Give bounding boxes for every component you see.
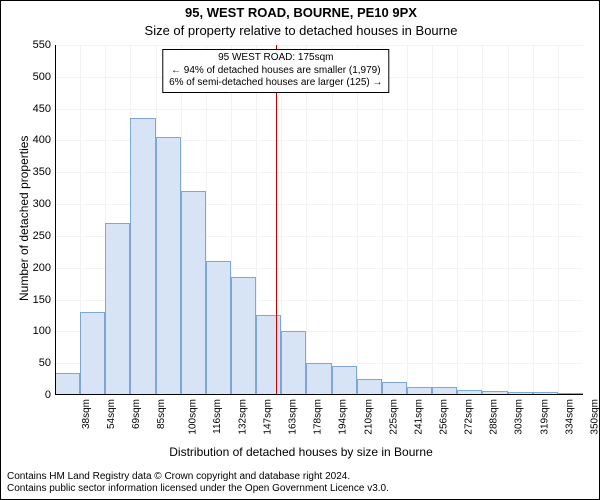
x-tick-label: 210sqm bbox=[363, 399, 374, 435]
x-tick-label: 178sqm bbox=[313, 399, 324, 435]
histogram-bar bbox=[407, 387, 432, 395]
histogram-bar bbox=[231, 277, 256, 395]
x-gridline bbox=[533, 45, 534, 395]
x-tick-label: 147sqm bbox=[263, 399, 274, 435]
histogram-bar bbox=[206, 261, 231, 395]
histogram-bar bbox=[382, 382, 407, 395]
reference-line bbox=[276, 45, 277, 395]
y-tick-label: 0 bbox=[23, 389, 51, 401]
y-tick-label: 550 bbox=[23, 39, 51, 51]
histogram-bar bbox=[256, 315, 281, 395]
footer-attribution: Contains HM Land Registry data © Crown c… bbox=[7, 471, 389, 495]
x-gridline bbox=[482, 45, 483, 395]
x-tick-label: 163sqm bbox=[288, 399, 299, 435]
x-tick-label: 272sqm bbox=[464, 399, 475, 435]
x-tick-label: 132sqm bbox=[237, 399, 248, 435]
x-tick-label: 69sqm bbox=[131, 399, 142, 429]
histogram-bar bbox=[357, 379, 382, 395]
x-gridline bbox=[382, 45, 383, 395]
chart-title-line2: Size of property relative to detached ho… bbox=[1, 23, 600, 38]
y-tick-label: 200 bbox=[23, 262, 51, 274]
y-tick-label: 450 bbox=[23, 103, 51, 115]
y-tick-label: 400 bbox=[23, 134, 51, 146]
histogram-bar bbox=[508, 392, 533, 395]
x-tick-label: 100sqm bbox=[187, 399, 198, 435]
histogram-bar bbox=[306, 363, 331, 395]
y-gridline bbox=[55, 109, 583, 110]
x-tick-label: 334sqm bbox=[564, 399, 575, 435]
y-tick-label: 250 bbox=[23, 230, 51, 242]
annotation-line1: 95 WEST ROAD: 175sqm bbox=[169, 52, 382, 65]
x-tick-label: 319sqm bbox=[539, 399, 550, 435]
y-tick-label: 500 bbox=[23, 71, 51, 83]
x-tick-label: 38sqm bbox=[81, 399, 92, 429]
x-tick-label: 256sqm bbox=[439, 399, 450, 435]
histogram-bar bbox=[130, 118, 155, 395]
x-gridline bbox=[332, 45, 333, 395]
x-axis-label: Distribution of detached houses by size … bbox=[1, 445, 600, 459]
y-tick-label: 150 bbox=[23, 294, 51, 306]
histogram-bar bbox=[482, 391, 507, 395]
histogram-bar bbox=[558, 393, 583, 395]
annotation-line3: 6% of semi-detached houses are larger (1… bbox=[169, 77, 382, 90]
x-tick-label: 241sqm bbox=[413, 399, 424, 435]
x-tick-label: 288sqm bbox=[489, 399, 500, 435]
x-tick-label: 350sqm bbox=[589, 399, 600, 435]
x-tick-label: 194sqm bbox=[338, 399, 349, 435]
histogram-bar bbox=[281, 331, 306, 395]
histogram-bar bbox=[105, 223, 130, 395]
histogram-bar bbox=[533, 392, 558, 395]
x-gridline bbox=[432, 45, 433, 395]
histogram-bar bbox=[332, 366, 357, 395]
x-gridline bbox=[407, 45, 408, 395]
x-tick-label: 225sqm bbox=[388, 399, 399, 435]
y-gridline bbox=[55, 45, 583, 46]
footer-line1: Contains HM Land Registry data © Crown c… bbox=[7, 471, 389, 483]
y-tick-label: 350 bbox=[23, 166, 51, 178]
x-tick-label: 85sqm bbox=[156, 399, 167, 429]
x-gridline bbox=[457, 45, 458, 395]
x-tick-label: 54sqm bbox=[106, 399, 117, 429]
footer-line2: Contains public sector information licen… bbox=[7, 483, 389, 495]
x-tick-label: 116sqm bbox=[212, 399, 223, 434]
y-tick-label: 100 bbox=[23, 325, 51, 337]
y-axis-label: Number of detached properties bbox=[17, 136, 31, 301]
x-gridline bbox=[306, 45, 307, 395]
chart-container: 95, WEST ROAD, BOURNE, PE10 9PX Size of … bbox=[0, 0, 600, 500]
chart-title-line1: 95, WEST ROAD, BOURNE, PE10 9PX bbox=[1, 5, 600, 20]
histogram-bar bbox=[55, 373, 80, 395]
histogram-bar bbox=[80, 312, 105, 395]
y-tick-label: 50 bbox=[23, 357, 51, 369]
annotation-box: 95 WEST ROAD: 175sqm← 94% of detached ho… bbox=[162, 49, 389, 93]
x-tick-label: 303sqm bbox=[514, 399, 525, 435]
x-gridline bbox=[357, 45, 358, 395]
histogram-bar bbox=[156, 137, 181, 395]
y-tick-label: 300 bbox=[23, 198, 51, 210]
histogram-bar bbox=[432, 387, 457, 395]
x-gridline bbox=[558, 45, 559, 395]
plot-area bbox=[55, 45, 583, 395]
x-gridline bbox=[508, 45, 509, 395]
histogram-bar bbox=[457, 390, 482, 395]
annotation-line2: ← 94% of detached houses are smaller (1,… bbox=[169, 65, 382, 78]
histogram-bar bbox=[181, 191, 206, 395]
